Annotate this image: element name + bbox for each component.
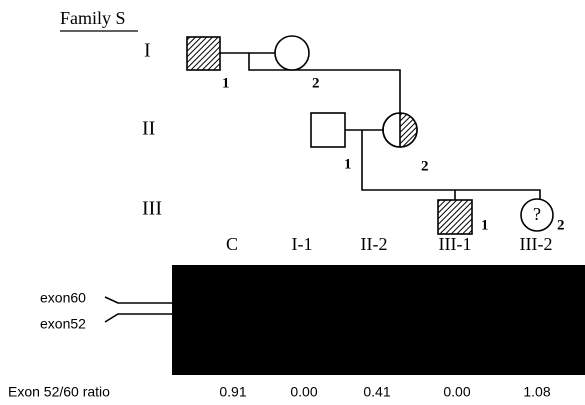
generation-label: I <box>144 40 151 62</box>
ratio-value: 0.00 <box>290 384 317 400</box>
ratio-value: 0.91 <box>219 384 246 400</box>
band-pointer <box>105 297 172 303</box>
pedigree-figure: Family S I II III 1 2 1 2 1 ? 2 C I-1 II… <box>0 0 585 405</box>
generation-label: III <box>142 198 162 220</box>
ratio-label: Exon 52/60 ratio <box>8 384 110 400</box>
gel-image <box>172 265 585 375</box>
lane-label: III-2 <box>520 234 553 254</box>
pedigree-lines <box>220 53 540 200</box>
unknown-mark: ? <box>533 204 541 224</box>
title: Family S <box>60 8 126 28</box>
node-label: 1 <box>481 217 489 233</box>
ratio-value: 1.08 <box>523 384 550 400</box>
node-label: 2 <box>312 75 320 91</box>
page: {"title": "Family S", "generations": ["I… <box>0 0 585 405</box>
band-pointer <box>105 314 172 322</box>
lane-label: II-2 <box>361 234 388 254</box>
affected-male <box>438 200 472 234</box>
band-label: exon52 <box>40 316 86 332</box>
node-label: 2 <box>421 158 429 174</box>
node-label: 1 <box>222 75 230 91</box>
female <box>275 36 309 70</box>
male <box>311 113 345 147</box>
node-label: 2 <box>557 217 565 233</box>
lane-label: C <box>226 234 238 254</box>
ratio-value: 0.41 <box>363 384 390 400</box>
band-label: exon60 <box>40 290 86 306</box>
ratio-value: 0.00 <box>443 384 470 400</box>
generation-label: II <box>142 118 155 140</box>
affected-male <box>187 37 220 70</box>
lane-label: I-1 <box>292 234 313 254</box>
node-label: 1 <box>344 156 352 172</box>
lane-label: III-1 <box>439 234 472 254</box>
